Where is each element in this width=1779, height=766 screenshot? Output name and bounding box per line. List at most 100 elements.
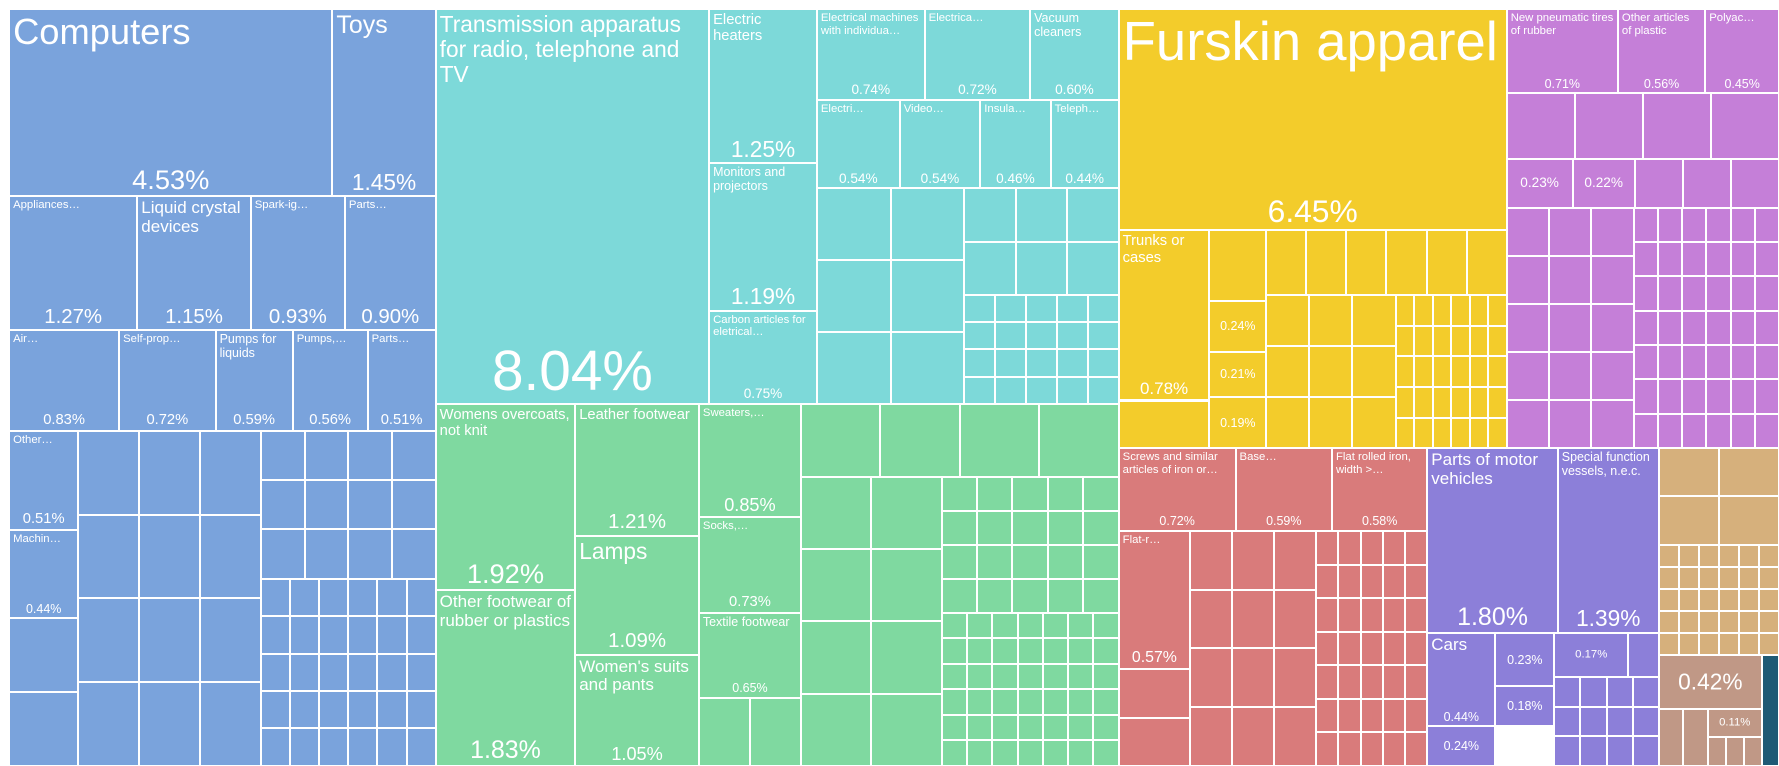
filler-tile [1761,654,1779,766]
filler-tile [1591,207,1634,256]
filler-tile [1039,403,1119,477]
filler-tile [319,653,349,691]
cell-value: 0.59% [233,412,276,429]
filler-tile [391,431,436,481]
cell-label: Pumps for liquids [219,332,277,360]
filler-tile [1738,610,1759,633]
treemap-cell: Special function vessels, n.e.c. 1.39% [1557,448,1659,634]
filler-tile [1758,632,1779,655]
filler-tile [1580,706,1607,737]
treemap-cell: Socks,… 0.73% [698,517,801,613]
filler-tile [304,431,349,481]
filler-tile [1506,400,1550,449]
filler-tile [1632,736,1659,766]
filler-tile [348,578,378,617]
cell-label: Electri… [820,102,864,115]
filler-tile [1754,207,1779,242]
filler-tile [9,692,79,766]
filler-tile [1012,544,1048,579]
cell-value: 1.83% [470,735,541,764]
filler-tile [1414,386,1433,418]
filler-tile [966,740,993,766]
filler-tile [1087,322,1119,350]
filler-tile [78,514,140,599]
filler-tile [1657,276,1683,311]
filler-tile [1633,310,1658,346]
filler-tile [1658,448,1719,497]
cell-value: 1.19% [730,283,796,310]
filler-tile [377,616,407,654]
filler-tile [139,682,201,766]
filler-tile [1730,276,1755,311]
filler-tile [1488,294,1507,326]
filler-tile [1706,310,1731,346]
filler-tile [1309,397,1353,449]
cell-value: 0.75% [743,386,783,402]
filler-tile [1405,732,1428,766]
filler-tile [1405,598,1428,632]
filler-tile [992,663,1018,690]
filler-tile [1068,740,1094,766]
filler-tile [1232,707,1275,766]
treemap-cell: Vacuum cleaners 0.60% [1030,9,1119,100]
treemap-cell: 0.42% [1658,654,1762,710]
filler-tile [1678,632,1699,655]
treemap-cell: Cars 0.44% [1427,633,1496,727]
filler-tile [1469,386,1489,418]
filler-tile [1488,325,1507,357]
filler-tile [260,616,291,654]
filler-tile [1026,294,1057,323]
treemap-cell: Electrical machines with individua… 0.74% [816,9,925,100]
cell-value: 1.25% [730,135,796,162]
filler-tile [1118,400,1210,449]
filler-tile [1414,417,1433,449]
filler-tile [1591,255,1634,304]
cell-value: 0.72% [958,82,997,98]
cell-value: 1.05% [611,743,663,764]
cell-value: 0.54% [920,170,960,186]
treemap-cell: Flat rolled iron, width >… 0.58% [1331,448,1428,531]
treemap-cell: 0.24% [1427,726,1496,766]
cell-value: 0.17% [1575,648,1608,661]
filler-tile [941,740,967,766]
filler-tile [1466,230,1507,295]
filler-tile [1093,612,1119,639]
filler-tile [1017,714,1043,741]
filler-tile [1682,158,1731,208]
filler-tile [348,529,392,579]
filler-tile [995,376,1027,404]
filler-tile [964,349,996,377]
filler-tile [1395,325,1415,357]
filler-tile [871,693,942,766]
filler-tile [1506,207,1550,256]
filler-tile [1042,663,1069,690]
cell-value: 0.83% [43,412,85,429]
filler-tile [1682,207,1707,242]
filler-tile [1093,714,1119,741]
filler-tile [1316,564,1339,599]
cell-label: Parts… [371,333,410,346]
treemap-cell: Electric heaters 1.25% [709,9,817,164]
filler-tile [1047,476,1084,511]
filler-tile [1274,589,1317,649]
filler-tile [1068,612,1094,639]
filler-tile [1682,413,1707,449]
filler-tile [406,616,436,654]
filler-tile [1657,379,1683,414]
filler-tile [1405,530,1428,565]
filler-tile [964,294,996,323]
cell-label: Furskin apparel [1122,11,1498,73]
filler-tile [1017,663,1043,690]
filler-tile [941,714,967,741]
filler-tile [1683,709,1708,766]
cell-label: Cars [1431,635,1468,655]
cell-label: Video… [903,102,944,115]
cell-value: 0.71% [1544,76,1580,91]
filler-tile [1469,294,1489,326]
treemap-cell: 0.11% [1707,709,1762,738]
cell-value: 0.24% [1443,738,1479,753]
filler-tile [348,431,392,481]
filler-tile [1706,379,1731,414]
cell-label: Socks,… [702,520,749,533]
filler-tile [1698,610,1719,633]
